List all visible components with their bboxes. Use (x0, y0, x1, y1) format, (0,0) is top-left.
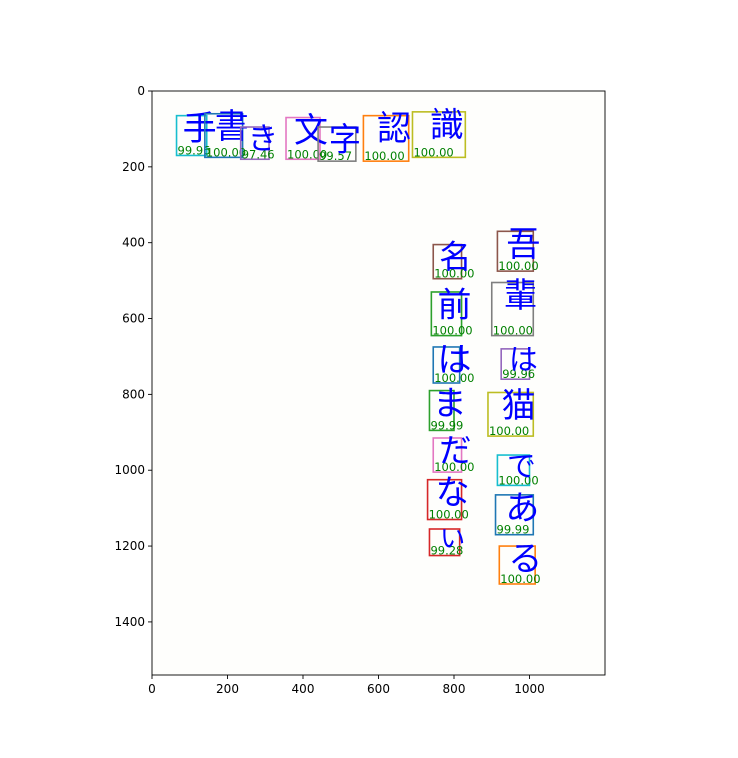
confidence-label: 100.00 (434, 460, 474, 474)
confidence-label: 99.28 (430, 544, 463, 558)
confidence-label: 100.00 (287, 147, 327, 161)
y-tick-label: 600 (122, 312, 145, 326)
confidence-label: 99.96 (178, 143, 211, 157)
x-tick-label: 600 (367, 682, 390, 696)
recognized-char: 認 (377, 109, 411, 149)
recognized-char: あ (505, 488, 539, 528)
detection-box (362, 114, 410, 162)
recognized-char: は (437, 340, 471, 380)
recognized-char: 名 (439, 238, 471, 276)
axes: 0 200 400 600 800 1000 0 200 400 600 800 1000 1200 14… (114, 84, 606, 696)
confidence-label: 99.96 (502, 367, 535, 381)
confidence-label: 99.99 (430, 418, 463, 432)
recognized-char: は (509, 343, 538, 377)
detection-box (239, 126, 270, 161)
confidence-label: 99.99 (497, 523, 530, 537)
recognized-char: 字 (329, 120, 361, 158)
detection-box (411, 111, 467, 159)
recognized-char: 猫 (502, 386, 536, 426)
y-tick-label: 200 (122, 160, 145, 174)
recognized-char: る (508, 540, 542, 580)
detection-box (428, 528, 461, 557)
recognized-char: 輩 (504, 276, 538, 316)
y-tick-label: 400 (122, 236, 145, 250)
detection-box (175, 114, 208, 157)
image-background (152, 91, 605, 675)
confidence-label: 100.00 (498, 473, 538, 487)
confidence-label: 100.00 (413, 145, 453, 159)
y-tick-label: 800 (122, 387, 145, 401)
y-tick-label: 1400 (114, 615, 145, 629)
detection-box (317, 126, 357, 162)
x-tick-label: 1000 (514, 682, 545, 696)
recognized-char: 文 (294, 111, 328, 151)
recognized-char: い (440, 524, 465, 553)
detection-box (285, 116, 321, 161)
detection-box (432, 346, 461, 384)
detection-box (432, 243, 463, 280)
recognized-char: だ (439, 431, 471, 469)
detection-box (204, 112, 244, 159)
confidence-label: 100.00 (489, 424, 529, 438)
confidence-label: 100.00 (364, 149, 404, 163)
confidence-label: 97.46 (242, 147, 275, 161)
confidence-label: 100.00 (434, 371, 474, 385)
confidence-label: 99.57 (319, 149, 352, 163)
detection-box (430, 291, 463, 337)
recognized-char: な (436, 473, 470, 513)
y-tick-label: 1000 (114, 463, 145, 477)
confidence-label: 100.00 (493, 324, 533, 338)
confidence-label: 100.00 (500, 572, 540, 586)
detection-box (487, 391, 535, 437)
confidence-label: 100.00 (498, 259, 538, 273)
x-tick-label: 800 (443, 682, 466, 696)
confidence-label: 100.00 (429, 508, 469, 522)
confidence-label: 100.00 (432, 324, 472, 338)
x-tick-label: 0 (148, 682, 156, 696)
detection-box (432, 437, 463, 473)
recognized-char: 識 (430, 105, 464, 145)
confidence-label: 100.00 (434, 267, 474, 281)
detection-box (494, 494, 535, 536)
recognized-char: 手 (183, 109, 217, 149)
detection-box (496, 454, 531, 487)
detection-box (496, 230, 535, 272)
x-tick-label: 200 (216, 682, 239, 696)
recognized-char: で (507, 449, 536, 483)
recognized-char: 前 (437, 285, 471, 325)
y-tick-label: 1200 (114, 539, 145, 553)
detection-box (500, 348, 531, 381)
detection-box (490, 281, 535, 337)
recognized-char: 吾 (506, 225, 540, 265)
recognized-char: ま (433, 384, 467, 424)
confidence-label: 100.00 (206, 145, 246, 159)
detection-box (498, 545, 536, 585)
detection-box (428, 389, 455, 432)
x-tick-label: 400 (292, 682, 315, 696)
y-tick-label: 0 (137, 84, 145, 98)
detection-box (426, 478, 463, 521)
recognized-char: き (248, 122, 279, 157)
